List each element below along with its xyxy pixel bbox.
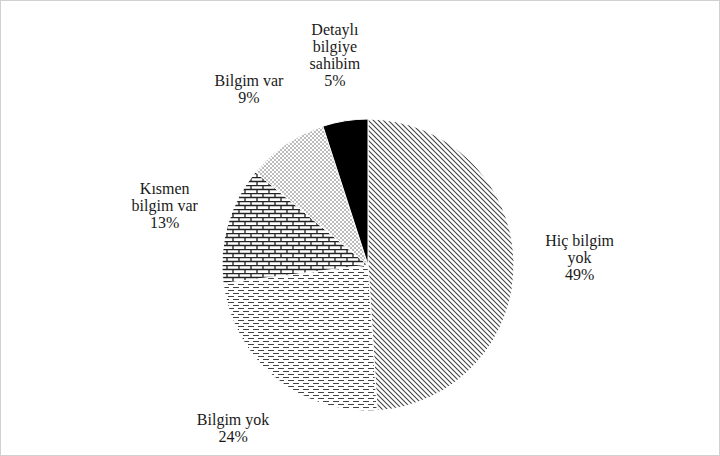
category-label: Bilgim yok bbox=[197, 411, 269, 429]
label-group: Hiç bilgimyok49%Bilgim yok24%Kısmenbilgi… bbox=[132, 21, 615, 444]
category-label-line: bilgim var bbox=[132, 197, 199, 215]
value-label: 13% bbox=[150, 214, 179, 231]
category-label: Kısmenbilgim var bbox=[132, 180, 199, 215]
chart-container: Hiç bilgimyok49%Bilgim yok24%Kısmenbilgi… bbox=[0, 0, 720, 456]
pie-group bbox=[222, 119, 514, 411]
category-label-line: yok bbox=[568, 249, 592, 267]
pie-slice bbox=[323, 119, 368, 265]
value-label: 9% bbox=[238, 89, 259, 106]
category-label-line: Hiç bilgim bbox=[545, 232, 614, 250]
category-label: Hiç bilgimyok bbox=[545, 232, 614, 267]
category-label-line: bilgiye bbox=[313, 38, 357, 56]
pie-slice bbox=[368, 119, 514, 411]
category-label-line: Detaylı bbox=[311, 21, 359, 39]
category-label: Bilgim var bbox=[215, 72, 285, 90]
category-label: Detaylıbilgiyesahibim bbox=[310, 21, 361, 72]
category-label-line: Kısmen bbox=[140, 180, 190, 197]
pie-slice bbox=[223, 265, 377, 411]
chart-svg: Hiç bilgimyok49%Bilgim yok24%Kısmenbilgi… bbox=[0, 0, 720, 456]
value-label: 24% bbox=[218, 428, 247, 445]
chart-frame bbox=[1, 1, 720, 456]
value-label: 49% bbox=[565, 266, 594, 283]
category-label-line: Bilgim var bbox=[215, 72, 285, 90]
category-label-line: sahibim bbox=[310, 55, 361, 72]
category-label-line: Bilgim yok bbox=[197, 411, 269, 429]
value-label: 5% bbox=[324, 72, 345, 89]
